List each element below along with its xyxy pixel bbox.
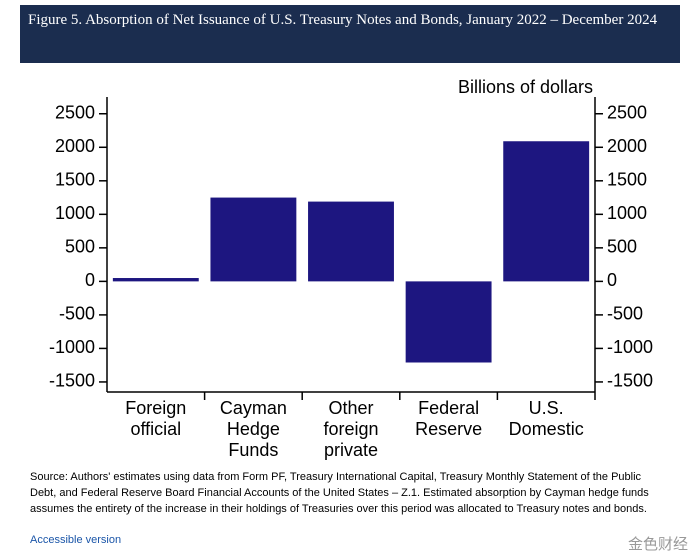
y2-tick-label: 0 — [607, 270, 617, 290]
y-tick-label: 500 — [65, 237, 95, 257]
y-tick-label: 1500 — [55, 170, 95, 190]
y-tick-label: 1000 — [55, 203, 95, 223]
y2-tick-label: -1500 — [607, 371, 653, 391]
y-tick-label: 0 — [85, 270, 95, 290]
bar — [112, 278, 199, 282]
y2-tick-label: -1000 — [607, 337, 653, 357]
figure-title: Figure 5. Absorption of Net Issuance of … — [20, 5, 680, 63]
accessible-link[interactable]: Accessible version — [30, 534, 122, 546]
x-tick-label: Foreign official — [125, 398, 187, 439]
x-tick-label: Other foreign private — [323, 398, 379, 460]
y2-tick-label: 2500 — [607, 103, 647, 123]
x-tick-label: Federal Reserve — [415, 398, 483, 439]
y2-tick-label: 1500 — [607, 170, 647, 190]
x-tick-label: U.S. Domestic — [508, 398, 584, 439]
y-tick-label: -500 — [59, 304, 95, 324]
y-tick-label: 2500 — [55, 103, 95, 123]
y2-tick-label: 2000 — [607, 136, 647, 156]
y-tick-label: -1500 — [49, 371, 95, 391]
bar — [405, 281, 492, 363]
y2-tick-label: 1000 — [607, 203, 647, 223]
bar — [503, 141, 590, 282]
bar — [210, 197, 297, 282]
x-tick-label: Cayman Hedge Funds — [219, 398, 287, 460]
y2-tick-label: -500 — [607, 304, 643, 324]
unit-label: Billions of dollars — [458, 77, 593, 97]
watermark: 金色财经 — [627, 536, 688, 553]
y2-tick-label: 500 — [607, 237, 637, 257]
y-tick-label: 2000 — [55, 136, 95, 156]
bar — [308, 201, 394, 282]
y-tick-label: -1000 — [49, 337, 95, 357]
source-note: Source: Authors' estimates using data fr… — [30, 471, 649, 515]
